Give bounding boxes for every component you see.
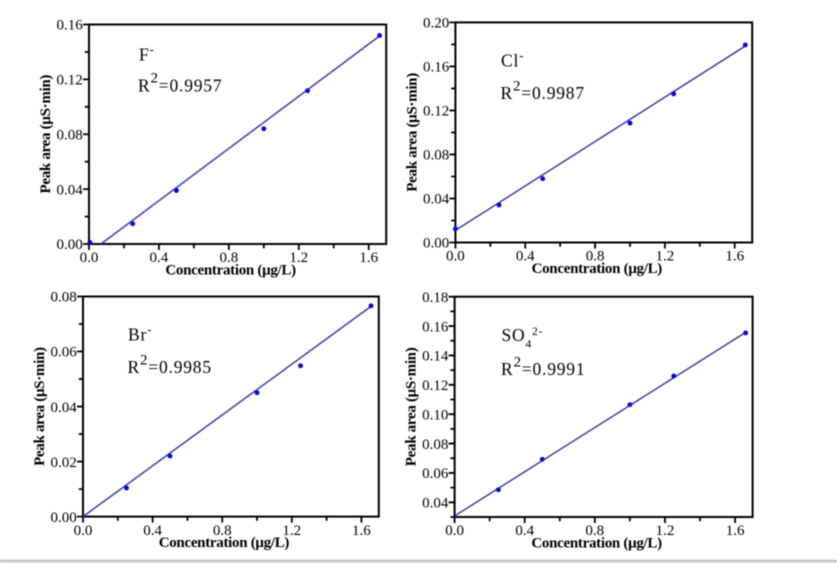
svg-text:0.20: 0.20 bbox=[423, 16, 449, 32]
svg-text:0.08: 0.08 bbox=[51, 290, 77, 306]
svg-text:0.8: 0.8 bbox=[585, 523, 604, 539]
svg-text:0.08: 0.08 bbox=[422, 437, 448, 453]
svg-text:Peak area (μS·min): Peak area (μS·min) bbox=[38, 75, 54, 194]
svg-text:0.8: 0.8 bbox=[213, 523, 232, 539]
svg-text:0.00: 0.00 bbox=[51, 510, 77, 526]
svg-text:0.18: 0.18 bbox=[422, 290, 448, 306]
svg-text:0.02: 0.02 bbox=[51, 455, 77, 471]
svg-text:0.16: 0.16 bbox=[423, 60, 450, 76]
svg-text:Concentration (μg/L): Concentration (μg/L) bbox=[159, 535, 290, 551]
svg-text:0.08: 0.08 bbox=[57, 127, 83, 143]
svg-text:0.04: 0.04 bbox=[57, 182, 84, 198]
svg-text:1.6: 1.6 bbox=[726, 523, 745, 539]
svg-text:Concentration (μg/L): Concentration (μg/L) bbox=[531, 536, 662, 552]
svg-text:Br-: Br- bbox=[128, 321, 152, 344]
svg-text:Cl-: Cl- bbox=[501, 48, 524, 71]
svg-text:0.14: 0.14 bbox=[422, 349, 449, 365]
svg-text:Peak area (μS·min): Peak area (μS·min) bbox=[404, 347, 420, 466]
svg-text:0.8: 0.8 bbox=[220, 250, 239, 266]
svg-text:0.04: 0.04 bbox=[423, 192, 450, 208]
svg-text:Concentration (μg/L): Concentration (μg/L) bbox=[532, 261, 663, 277]
svg-text:0.4: 0.4 bbox=[516, 249, 535, 265]
svg-text:0.0: 0.0 bbox=[445, 523, 464, 539]
svg-text:F-: F- bbox=[139, 42, 155, 65]
svg-text:Peak area (μS·min): Peak area (μS·min) bbox=[404, 73, 420, 192]
svg-text:0.10: 0.10 bbox=[422, 407, 448, 423]
svg-text:0.06: 0.06 bbox=[422, 466, 449, 482]
svg-text:0.4: 0.4 bbox=[515, 523, 534, 539]
svg-text:0.0: 0.0 bbox=[446, 249, 465, 265]
svg-text:0.12: 0.12 bbox=[422, 378, 448, 394]
svg-text:1.2: 1.2 bbox=[282, 523, 301, 539]
svg-text:0.4: 0.4 bbox=[143, 523, 162, 539]
svg-text:0.04: 0.04 bbox=[422, 496, 449, 512]
svg-text:1.2: 1.2 bbox=[656, 249, 675, 265]
svg-text:R2=0.9991: R2=0.9991 bbox=[501, 355, 585, 380]
svg-text:0.06: 0.06 bbox=[51, 345, 78, 361]
svg-text:1.6: 1.6 bbox=[352, 523, 371, 539]
svg-text:R2=0.9957: R2=0.9957 bbox=[138, 71, 222, 96]
svg-text:R2=0.9987: R2=0.9987 bbox=[501, 78, 585, 103]
svg-text:SO42-: SO42- bbox=[502, 325, 544, 351]
svg-text:0.12: 0.12 bbox=[423, 104, 449, 120]
svg-text:0.16: 0.16 bbox=[57, 18, 84, 34]
svg-text:0.08: 0.08 bbox=[423, 148, 449, 164]
svg-text:0.00: 0.00 bbox=[57, 237, 83, 253]
svg-text:1.2: 1.2 bbox=[289, 250, 308, 266]
svg-text:0.4: 0.4 bbox=[150, 250, 169, 266]
svg-text:Concentration (μg/L): Concentration (μg/L) bbox=[165, 263, 296, 279]
svg-text:0.16: 0.16 bbox=[422, 319, 449, 335]
svg-text:1.6: 1.6 bbox=[725, 249, 744, 265]
svg-text:1.6: 1.6 bbox=[359, 250, 378, 266]
svg-text:0.12: 0.12 bbox=[57, 73, 83, 89]
svg-text:R2=0.9985: R2=0.9985 bbox=[128, 352, 212, 377]
svg-text:Peak area (μS·min): Peak area (μS·min) bbox=[32, 347, 48, 466]
svg-text:0.8: 0.8 bbox=[586, 249, 605, 265]
svg-text:1.2: 1.2 bbox=[656, 523, 675, 539]
svg-text:0.0: 0.0 bbox=[74, 523, 93, 539]
svg-text:0.04: 0.04 bbox=[51, 400, 78, 416]
svg-text:0.0: 0.0 bbox=[80, 250, 99, 266]
svg-text:0.00: 0.00 bbox=[423, 236, 449, 252]
